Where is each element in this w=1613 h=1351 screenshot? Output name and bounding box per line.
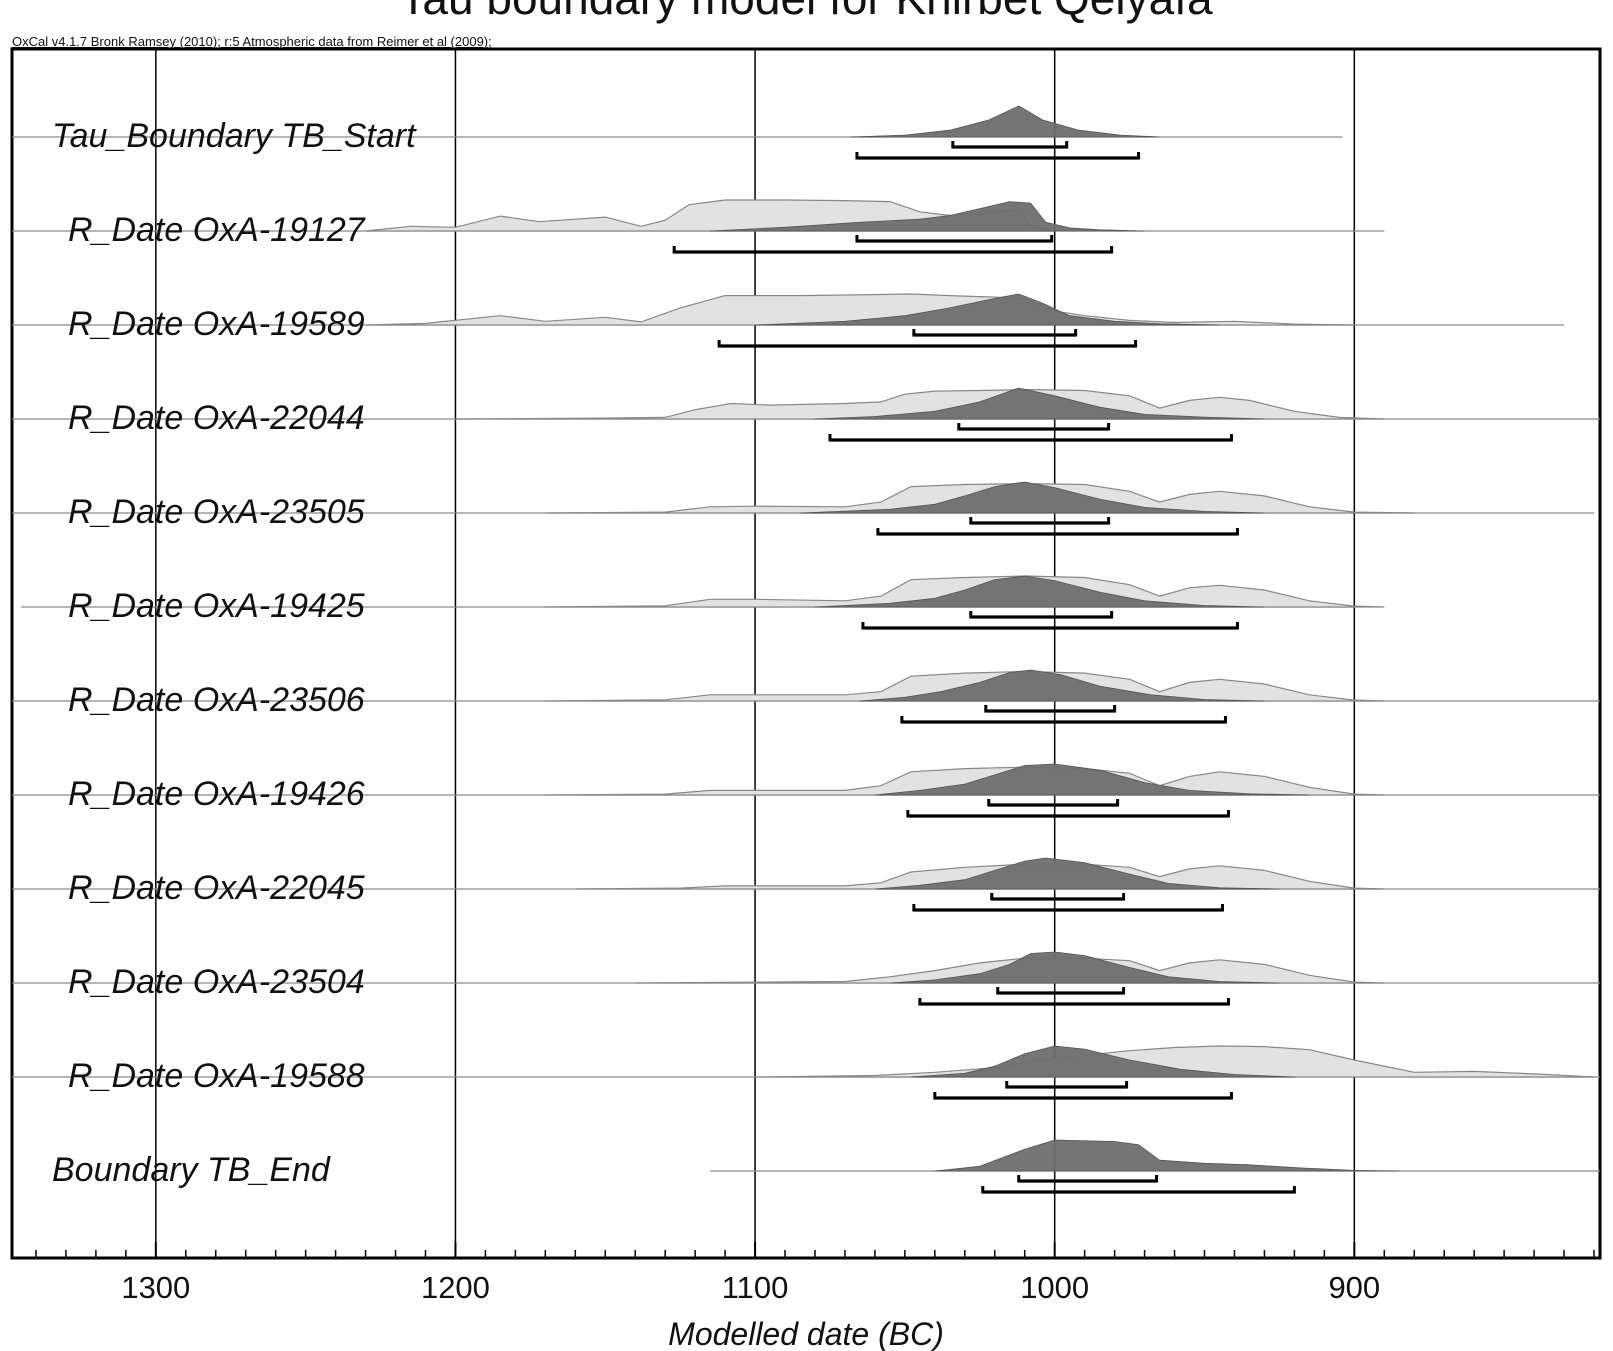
hpd-95-range <box>861 622 1239 630</box>
hpd-68-range <box>951 141 1069 149</box>
likelihood-distribution <box>455 388 1385 420</box>
row-label: R_Date OxA-19426 <box>68 775 365 813</box>
hpd-68-range <box>969 611 1114 619</box>
plot-frame <box>10 47 1602 1260</box>
hpd-95-range <box>828 434 1233 442</box>
hpd-95-range <box>855 152 1141 160</box>
posterior-distribution <box>710 201 1145 232</box>
row-label: R_Date OxA-23505 <box>68 493 365 531</box>
x-axis: 1300 1200 1100 1000 900 <box>35 1242 1595 1305</box>
row-0 <box>12 105 1343 160</box>
row-label: R_Date OxA-22044 <box>68 399 365 437</box>
hpd-68-range <box>984 705 1117 713</box>
hpd-68-range <box>1017 1175 1159 1183</box>
posterior-distribution <box>755 293 1220 326</box>
hpd-68-range <box>987 799 1120 807</box>
tick-label-1000: 1000 <box>1020 1270 1089 1305</box>
posterior-distribution <box>874 857 1280 890</box>
hpd-95-range <box>900 716 1227 724</box>
posterior-distribution <box>874 763 1310 796</box>
chart-title: Tau boundary model for Khirbet Qeiyafa <box>399 0 1213 24</box>
hpd-95-range <box>981 1186 1296 1194</box>
hpd-95-range <box>918 998 1230 1006</box>
tick-label-1200: 1200 <box>421 1270 490 1305</box>
row-10 <box>12 1045 1600 1100</box>
tick-label-1100: 1100 <box>722 1270 789 1305</box>
row-label: R_Date OxA-19588 <box>68 1057 365 1095</box>
row-label: R_Date OxA-23506 <box>68 681 365 719</box>
hpd-68-range <box>855 235 1054 243</box>
row-7 <box>12 763 1600 818</box>
hpd-95-range <box>672 246 1114 254</box>
hpd-68-range <box>912 329 1078 337</box>
tick-label-1300: 1300 <box>121 1270 190 1305</box>
row-11 <box>710 1139 1600 1194</box>
row-labels: Tau_Boundary TB_Start R_Date OxA-19127 R_D… <box>52 117 417 1189</box>
row-label: R_Date OxA-19589 <box>68 305 365 343</box>
hpd-68-range <box>969 517 1111 525</box>
hpd-95-range <box>912 904 1224 912</box>
hpd-95-range <box>717 340 1138 348</box>
row-6 <box>12 669 1600 724</box>
row-label: Tau_Boundary TB_Start <box>52 117 417 155</box>
posterior-distribution <box>799 481 1265 514</box>
chart-subtitle: OxCal v4.1.7 Bronk Ramsey (2010); r:5 At… <box>12 34 492 49</box>
posterior-distribution <box>850 105 1160 138</box>
row-label: Boundary TB_End <box>52 1151 331 1189</box>
posterior-distribution <box>889 951 1280 984</box>
density-rows <box>12 105 1600 1194</box>
hpd-68-range <box>990 893 1126 901</box>
row-label: R_Date OxA-19127 <box>68 211 366 249</box>
row-8 <box>12 857 1600 912</box>
row-label: R_Date OxA-19425 <box>68 587 365 625</box>
row-3 <box>12 387 1600 442</box>
likelihood-distribution <box>365 293 1355 326</box>
row-1 <box>12 199 1385 254</box>
posterior-distribution <box>814 387 1265 420</box>
posterior-distribution <box>814 575 1265 608</box>
likelihood-distribution <box>755 1045 1595 1078</box>
hpd-95-range <box>906 810 1230 818</box>
x-axis-label: Modelled date (BC) <box>668 1316 944 1351</box>
row-2 <box>12 293 1565 348</box>
row-5 <box>20 575 1385 630</box>
posterior-distribution <box>910 1045 1295 1078</box>
posterior-distribution <box>934 1139 1400 1172</box>
hpd-95-range <box>933 1092 1233 1100</box>
tick-label-900: 900 <box>1328 1270 1380 1305</box>
hpd-95-range <box>876 528 1239 536</box>
row-4 <box>12 481 1595 536</box>
posterior-distribution <box>859 669 1265 702</box>
hpd-68-range <box>957 423 1111 431</box>
row-9 <box>12 951 1600 1006</box>
hpd-68-range <box>1005 1081 1129 1089</box>
row-label: R_Date OxA-23504 <box>68 963 365 1001</box>
hpd-68-range <box>996 987 1126 995</box>
row-label: R_Date OxA-22045 <box>68 869 365 907</box>
